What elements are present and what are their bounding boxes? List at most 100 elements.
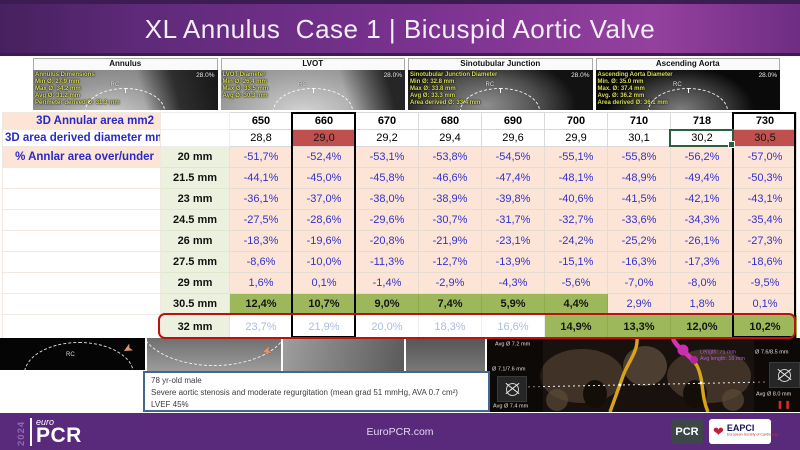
percent-value: -2,9%	[418, 272, 482, 294]
contour-arc	[147, 338, 281, 366]
sizing-matrix: 3D Annular area mm2 650 660 670 680 690 700 710…	[2, 112, 797, 339]
percent-value: -9,5%	[733, 272, 797, 294]
percent-value: 1,8%	[670, 293, 734, 315]
valve-size: 32 mm	[160, 314, 230, 339]
ct-image-ascending-aorta: Ascending Aorta Diameter Min. Ø: 35.0 mm M…	[595, 70, 780, 110]
slide-header: XL Annulus Case 1 | Bicuspid Aortic Valv…	[0, 0, 800, 56]
percent-value: 12,4%	[229, 293, 293, 315]
percent-value: -16,3%	[607, 251, 671, 273]
vessel-measurement: Avg Ø 7.2 mm	[495, 342, 531, 348]
contour-tick	[500, 88, 502, 93]
cusp-label: RC	[297, 82, 307, 88]
measurement-line: Max. Ø: 37.4 mm	[597, 85, 645, 92]
percent-value: 21,9%	[292, 314, 356, 339]
measurement-line: Min. Ø: 35.0 mm	[597, 78, 644, 85]
measurement-line: Area derived Ø: 33.4 mm	[410, 99, 481, 106]
patient-line: LVEF 45%	[151, 400, 189, 409]
vessel-annotation: Length: 71 mm Avg length: 16 mm	[700, 350, 745, 363]
diameter-value: 29,6	[481, 129, 545, 147]
percent-value: -21,9%	[418, 230, 482, 252]
percent-value: -51,7%	[229, 146, 293, 168]
percent-value: -50,3%	[733, 167, 797, 189]
panel-opacity: 28.0%	[196, 72, 215, 79]
percent-value: 7,4%	[418, 293, 482, 315]
ct-panel: Ascending Aorta Ascending Aorta Diameter…	[595, 58, 780, 110]
ct-panel: Sinotubular Junction Sinotubular Junctio…	[408, 58, 593, 110]
percent-value: -25,2%	[607, 230, 671, 252]
percent-value: -35,4%	[733, 209, 797, 231]
measurement-line: Sinotubular Junction Diameter	[410, 72, 498, 78]
percent-value: -28,6%	[292, 209, 356, 231]
percent-value: 23,7%	[229, 314, 293, 339]
valve-size: 30.5 mm	[160, 293, 230, 315]
row-label-percent	[2, 209, 161, 231]
vessel-lumen	[506, 383, 519, 396]
percent-value: 10,7%	[292, 293, 356, 315]
row-valve-size: 29 mm 1,6% 0,1% -1,4% -2,9% -4,3% -5,6% -7,0% -8…	[2, 272, 797, 294]
percent-value: -10,0%	[292, 251, 356, 273]
percent-value: -48,1%	[544, 167, 608, 189]
vessel-reconstruction	[522, 338, 768, 412]
row-valve-size: 30.5 mm 12,4% 10,7% 9,0% 7,4% 5,9% 4,4% 2,9% 1,8…	[2, 293, 797, 315]
percent-value: -53,1%	[355, 146, 419, 168]
percent-value: -39,8%	[481, 188, 545, 210]
annotation-line: Length: 71 mm	[700, 350, 737, 356]
eapci-badge: ❤ EAPCI European Society of Cardiology	[709, 419, 778, 444]
diameter-value: 30,1	[607, 129, 671, 147]
slide-title: XL Annulus Case 1 | Bicuspid Aortic Valv…	[144, 14, 656, 44]
panel-title: Ascending Aorta	[595, 58, 780, 70]
percent-value: -33,6%	[607, 209, 671, 231]
measurement-line: Min Ø: 32.8 mm	[410, 78, 455, 85]
percent-value: -46,6%	[418, 167, 482, 189]
percent-value: 0,1%	[292, 272, 356, 294]
percent-value: -30,7%	[418, 209, 482, 231]
europcr-logo: 2024 euro PCR	[16, 416, 82, 446]
patient-info-box: 78 yr-old male Severe aortic stenosis an…	[143, 371, 490, 412]
ct-image-sagittal-view	[406, 338, 485, 376]
percent-value: 18,3%	[418, 314, 482, 339]
valve-size: 27.5 mm	[160, 251, 230, 273]
measurement-line: Area derived Ø: 36.1 mm	[597, 99, 668, 106]
percent-value: -1,4%	[355, 272, 419, 294]
contour-tick	[312, 88, 314, 93]
percent-value: 13,3%	[607, 314, 671, 339]
percent-value: 4,4%	[544, 293, 608, 315]
iliofemoral-angiogram: Avg Ø 7.2 mm Ø 7.1/7.6 mm Avg Ø 7.4 mm Ø…	[487, 338, 800, 412]
ct-panel: LVOT LVOT Diameter Min Ø: 26.4 mm Max Ø: 3…	[220, 58, 405, 110]
percent-value: -49,4%	[670, 167, 734, 189]
percent-value: -43,1%	[733, 188, 797, 210]
diameter-value: 28,8	[229, 129, 293, 147]
cusp-label: RC	[110, 82, 120, 88]
percent-value: -47,4%	[481, 167, 545, 189]
panel-measurements: Ascending Aorta Diameter Min. Ø: 35.0 mm M…	[598, 72, 673, 106]
panel-opacity: 28.0%	[383, 72, 402, 79]
percent-value: 2,9%	[607, 293, 671, 315]
percent-value: -36,1%	[229, 188, 293, 210]
contour-tick	[687, 88, 689, 93]
panel-title: LVOT	[220, 58, 405, 70]
percent-value: -45,8%	[355, 167, 419, 189]
percent-value: -8,6%	[229, 251, 293, 273]
ct-image-annulus-view: RC ➤	[0, 338, 145, 370]
logo-euro-text: euro	[36, 417, 55, 428]
measurement-line: Max Ø: 33.5 mm	[222, 85, 269, 92]
measurement-line: Avg. Ø: 36.2 mm	[597, 92, 645, 99]
row-annular-area: 3D Annular area mm2 650 660 670 680 690 700 710…	[2, 112, 797, 130]
percent-value: 0,1%	[733, 293, 797, 315]
row-valve-size: 24.5 mm -27,5% -28,6% -29,6% -30,7% -31,7% -32…	[2, 209, 797, 231]
ct-image-stj: Sinotubular Junction Diameter Min Ø: 32.8…	[408, 70, 593, 110]
percent-value: -20,8%	[355, 230, 419, 252]
panel-title: Annulus	[33, 58, 218, 70]
valve-size: 24.5 mm	[160, 209, 230, 231]
percent-value: -27,5%	[229, 209, 293, 231]
measurement-line: Ascending Aorta Diameter	[597, 72, 673, 78]
measurement-line: Avg Ø: 33.3 mm	[410, 92, 456, 99]
eapci-subtitle: European Society of Cardiology	[726, 433, 778, 437]
panel-measurements: Annulus Dimensions Min Ø: 27.9 mm Max Ø: 3…	[35, 72, 120, 106]
percent-value: 14,9%	[544, 314, 608, 339]
annotation-line: Avg length: 16 mm	[700, 356, 745, 362]
slide-footer: 2024 euro PCR EuroPCR.com PCR ❤ EAPCI Eu…	[0, 413, 800, 450]
area-value: 690	[481, 112, 545, 130]
row-valve-size: 26 mm -18,3% -19,6% -20,8% -21,9% -23,1% -24,2…	[2, 230, 797, 252]
